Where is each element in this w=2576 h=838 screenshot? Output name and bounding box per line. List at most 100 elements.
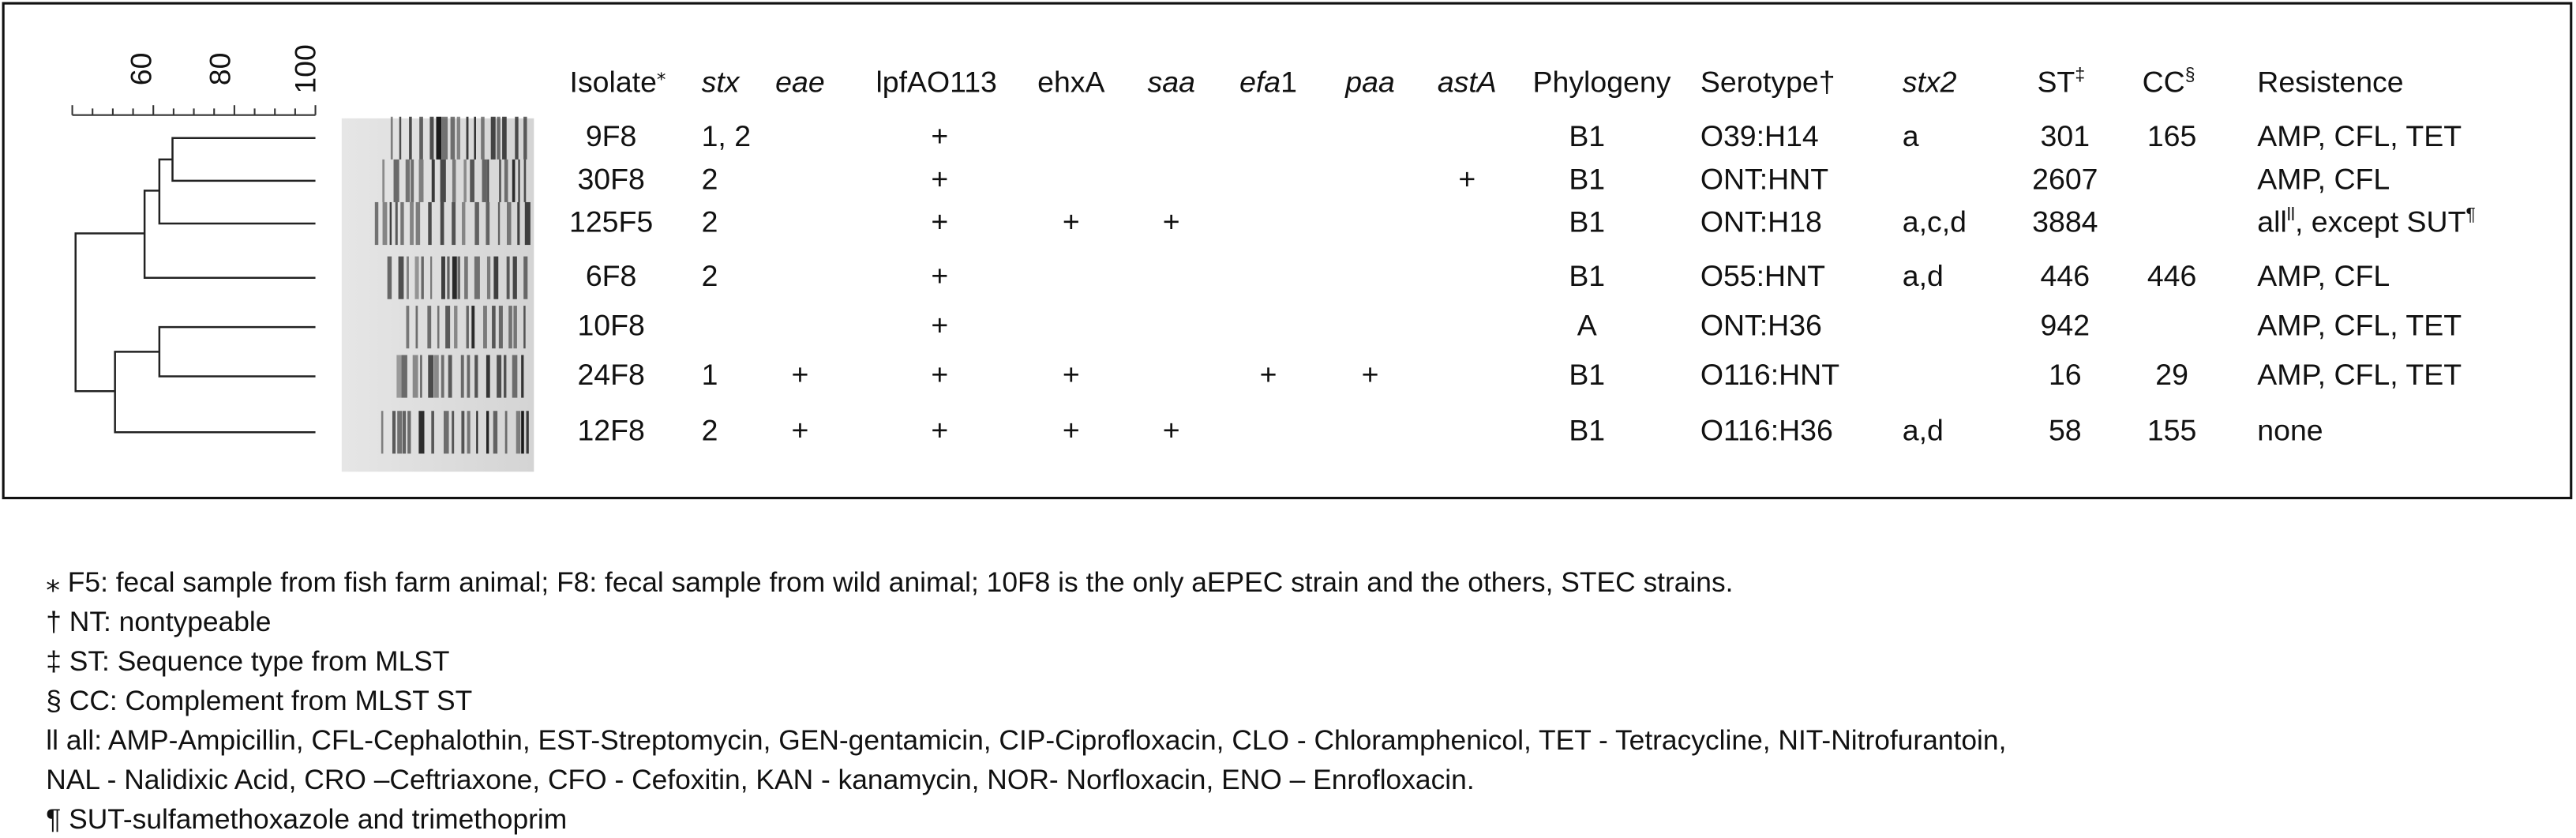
gel-band [486, 355, 490, 398]
gel-band [448, 355, 452, 398]
gel-band [504, 159, 508, 202]
column-header: efa1 [1239, 64, 1297, 100]
gel-band [429, 116, 434, 160]
text-part: paa [1345, 66, 1395, 99]
table-cell: + [1062, 358, 1080, 392]
gel-band [467, 355, 471, 398]
gel-band [526, 411, 529, 454]
table-cell: 155 [2147, 414, 2197, 448]
column-header: lpfAO113 [876, 64, 996, 100]
table-cell: B1 [1569, 259, 1606, 293]
table-cell: 125F5 [569, 205, 654, 239]
gel-band [498, 306, 503, 349]
gel-band [431, 159, 435, 202]
table-cell: A [1577, 309, 1597, 342]
text-part: ‡ [2075, 66, 2086, 86]
column-header: Isolate⁎ [570, 64, 666, 100]
gel-band [497, 201, 501, 246]
gel-band [474, 116, 476, 160]
table-cell: AMP, CFL [2257, 163, 2390, 196]
text-part: all [2257, 205, 2287, 239]
gel-band [516, 411, 521, 454]
gel-band [493, 256, 499, 299]
table-cell: 12F8 [577, 414, 645, 448]
text-part: Isolate [569, 66, 657, 99]
gel-band [440, 201, 444, 246]
gel-band [436, 116, 442, 160]
table-cell: + [931, 358, 949, 392]
branch [143, 190, 316, 279]
gel-band [490, 116, 496, 160]
column-header: astA [1438, 64, 1497, 100]
footnote: ⁎ F5: fecal sample from fish farm animal… [46, 566, 1734, 599]
gel-band [521, 411, 524, 454]
gel-band [374, 201, 379, 246]
gel-band [387, 256, 392, 299]
column-header: ehxA [1037, 64, 1104, 100]
table-cell: 6F8 [585, 259, 637, 293]
table-cell: B1 [1569, 163, 1606, 196]
gel-band [419, 116, 423, 160]
column-header: CC§ [2143, 64, 2195, 100]
gel-band [405, 159, 411, 202]
gel-band [506, 201, 512, 246]
gel-band [474, 201, 479, 246]
table-cell: 165 [2147, 119, 2197, 153]
gel-band [523, 159, 527, 202]
gel-band [412, 355, 418, 398]
text-part: , except SUT [2294, 205, 2466, 239]
text-part: stx2 [1902, 66, 1957, 99]
gel-band [517, 201, 520, 246]
footnote: § CC: Complement from MLST ST [46, 685, 473, 717]
table-cell: 446 [2040, 259, 2090, 293]
column-header: Phylogeny [1533, 64, 1671, 100]
gel-band [461, 411, 465, 454]
text-part: 1 [1281, 66, 1297, 99]
table-cell: B1 [1569, 205, 1606, 239]
table-cell: 301 [2040, 119, 2090, 153]
table-cell: + [1162, 414, 1180, 448]
table-cell: + [931, 414, 949, 448]
text-part: ⁎ [656, 66, 666, 86]
gel-band [407, 411, 411, 454]
gel-band [398, 256, 404, 299]
table-cell: 1 [701, 358, 718, 392]
gel-band [471, 306, 475, 349]
gel-band [430, 256, 433, 299]
branch [171, 137, 316, 182]
gel-band [431, 411, 434, 454]
table-cell: + [931, 163, 949, 196]
gel-band [497, 116, 501, 160]
table-cell: + [931, 119, 949, 153]
gel-band [440, 159, 446, 202]
gel-band [441, 256, 445, 299]
gel-band [400, 201, 404, 246]
gel-band [512, 159, 516, 202]
table-cell: O116:H36 [1700, 414, 1833, 448]
gel-band [487, 159, 489, 202]
gel-band [420, 355, 422, 398]
gel-band [399, 116, 402, 160]
gel-band [523, 306, 526, 349]
text-part: ¶ [2465, 205, 2476, 226]
text-part: efa [1239, 66, 1281, 99]
table-cell: 30F8 [577, 163, 645, 196]
gel-band [409, 116, 412, 160]
footnote: † NT: nontypeable [46, 606, 272, 638]
text-part: Serotype† [1700, 66, 1835, 99]
table-cell: + [1162, 205, 1180, 239]
gel-band [427, 306, 432, 349]
table-cell: a,d [1902, 259, 1944, 293]
gel-band [443, 411, 449, 454]
table-cell: O55:HNT [1700, 259, 1826, 293]
table-cell: + [931, 309, 949, 342]
table-cell: + [1062, 205, 1080, 239]
gel-band [481, 116, 485, 160]
table-cell: ONT:H18 [1700, 205, 1822, 239]
table-cell: AMP, CFL, TET [2257, 358, 2462, 392]
table-cell: 1, 2 [701, 119, 752, 153]
gel-band [428, 355, 434, 398]
